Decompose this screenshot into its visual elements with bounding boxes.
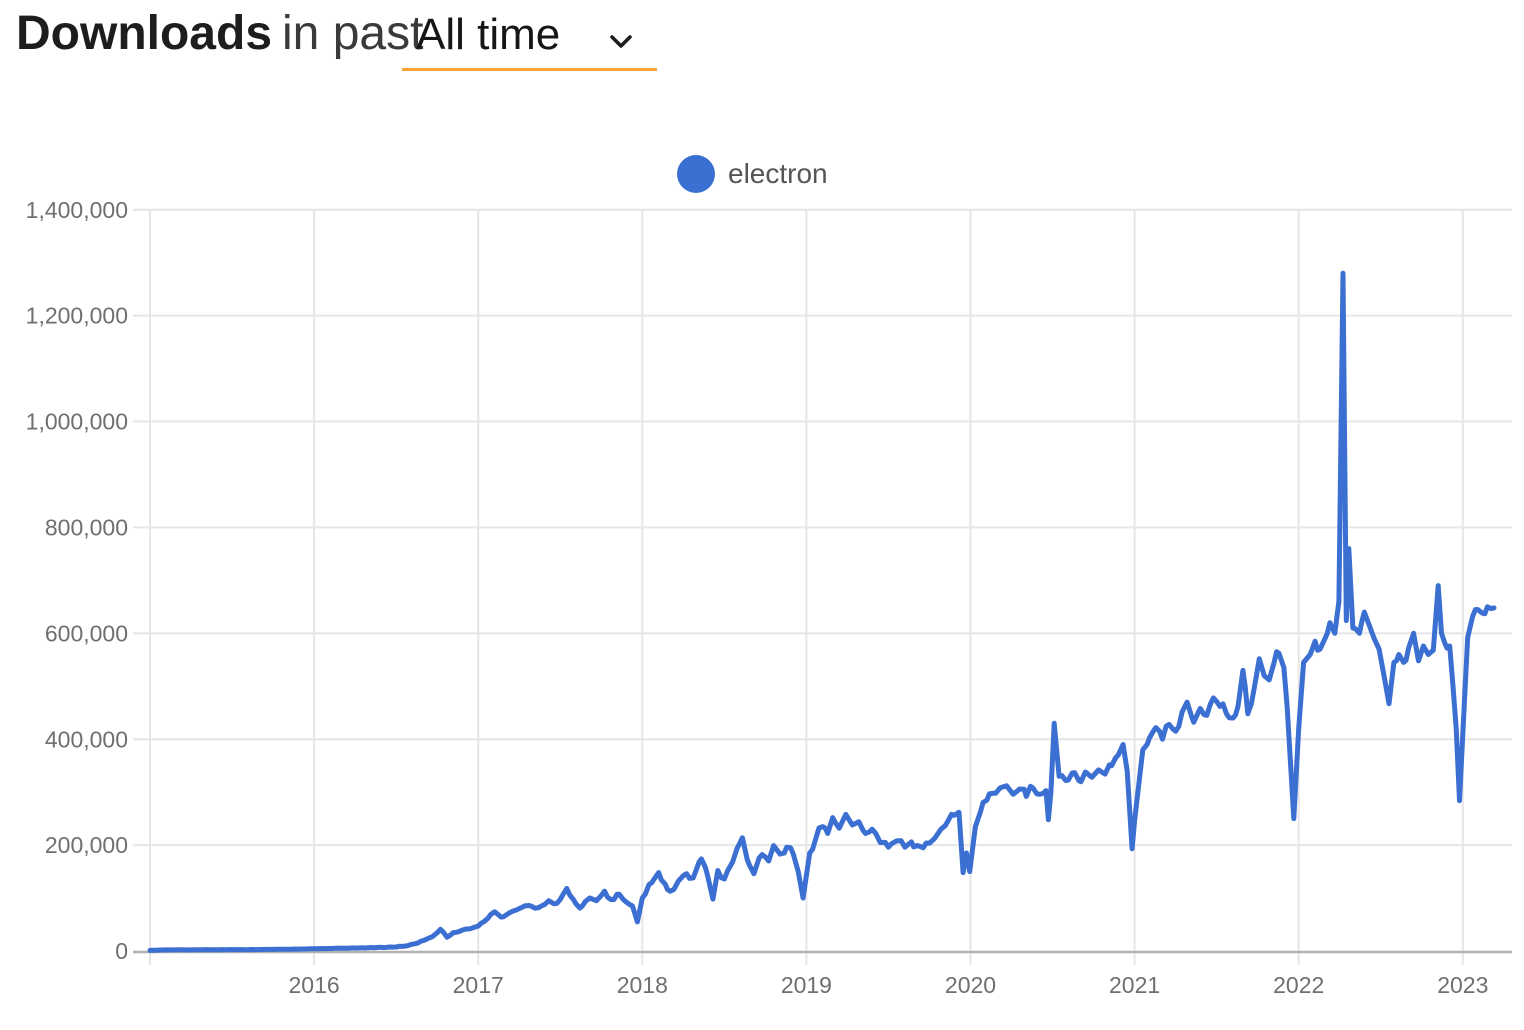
y-tick-label: 400,000 xyxy=(45,726,128,752)
page-title-suffix: in past xyxy=(282,7,424,60)
page-header: Downloads in past xyxy=(16,4,423,64)
x-tick-label: 2017 xyxy=(453,972,504,998)
x-tick-label: 2021 xyxy=(1109,972,1160,998)
x-tick-label: 2019 xyxy=(781,972,832,998)
y-tick-label: 0 xyxy=(115,938,128,964)
y-tick-label: 600,000 xyxy=(45,620,128,646)
legend-series-label: electron xyxy=(728,158,828,189)
legend-dot-icon xyxy=(677,155,715,193)
time-range-value: All time xyxy=(416,10,561,59)
y-tick-label: 1,000,000 xyxy=(26,409,128,435)
y-tick-label: 200,000 xyxy=(45,832,128,858)
x-tick-label: 2023 xyxy=(1437,972,1488,998)
page-title: Downloads xyxy=(16,7,273,60)
time-range-select[interactable]: All time xyxy=(402,8,657,71)
y-tick-label: 1,400,000 xyxy=(26,197,128,223)
x-tick-label: 2018 xyxy=(617,972,668,998)
x-tick-label: 2016 xyxy=(289,972,340,998)
x-tick-label: 2020 xyxy=(945,972,996,998)
y-tick-label: 1,200,000 xyxy=(26,303,128,329)
y-tick-label: 800,000 xyxy=(45,514,128,540)
chart-legend: electron xyxy=(677,155,828,193)
chevron-down-icon xyxy=(610,35,632,48)
series-line-electron[interactable] xyxy=(147,270,1497,953)
x-tick-label: 2022 xyxy=(1273,972,1324,998)
